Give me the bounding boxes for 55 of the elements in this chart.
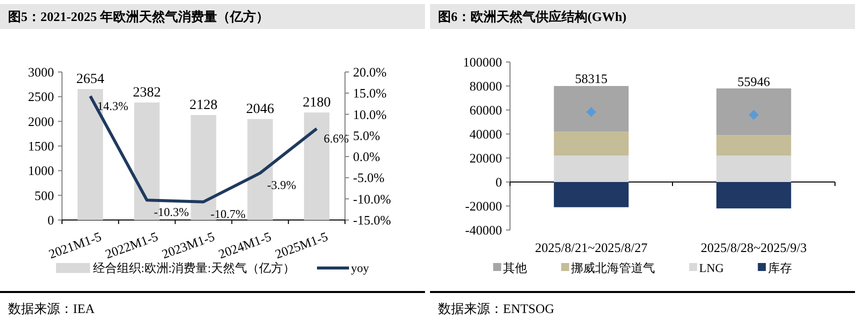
data-label: -3.9%	[267, 178, 296, 192]
y-tick-label: 0	[496, 174, 502, 190]
y-tick-label: 2000	[28, 114, 54, 129]
chart-title: 图6：欧洲天然气供应结构(GWh)	[438, 9, 626, 24]
bar	[716, 156, 792, 182]
chart-title: 图5：2021-2025 年欧洲天然气消费量（亿方）	[8, 9, 270, 24]
y-tick-label: -20000	[465, 198, 502, 214]
bar	[716, 135, 792, 156]
y2-tick-label: 20.0%	[353, 64, 387, 80]
y-tick-label: 2500	[28, 89, 54, 104]
x-tick-label: 2025/8/28~2025/9/3	[700, 240, 807, 255]
bar	[554, 86, 629, 132]
legend-label: yoy	[351, 261, 370, 275]
y2-tick-label: 10.0%	[353, 106, 387, 122]
y2-tick-label: 0.0%	[353, 149, 380, 164]
y2-tick-label: 5.0%	[353, 128, 380, 143]
legend-label: 挪威北海管道气	[571, 261, 656, 275]
y-tick-label: 3000	[28, 64, 54, 80]
legend-label: 其他	[503, 261, 528, 275]
y-tick-label: 1000	[28, 163, 54, 178]
y2-tick-label: -15.0%	[353, 212, 392, 228]
data-label: 2046	[246, 102, 274, 118]
y-tick-label: 500	[34, 188, 54, 203]
y2-tick-label: -10.0%	[353, 191, 392, 206]
legend-label: 经合组织:欧洲:消费量:天然气（亿方）	[92, 261, 296, 275]
data-label: 2382	[132, 85, 161, 100]
data-label: 6.6%	[324, 132, 349, 146]
y-tick-label: -40000	[465, 222, 502, 238]
bar	[554, 132, 629, 156]
y2-tick-label: 15.0%	[353, 86, 387, 101]
data-label: 14.3%	[97, 99, 128, 114]
source-note: 数据来源：IEA	[8, 301, 96, 316]
x-tick-label: 2025/8/21~2025/8/27	[535, 240, 648, 255]
y-tick-label: 80000	[470, 78, 502, 94]
legend-label: LNG	[699, 261, 724, 275]
y-tick-label: 1500	[28, 138, 54, 154]
data-label: 58315	[575, 71, 608, 86]
y-tick-label: 40000	[470, 126, 502, 142]
bar	[716, 182, 792, 208]
y-tick-label: 60000	[470, 102, 502, 118]
y2-tick-label: -5.0%	[353, 170, 385, 186]
source-note: 数据来源：ENTSOG	[438, 301, 554, 316]
data-label: 2654	[76, 72, 104, 88]
bar	[554, 182, 629, 208]
bar	[716, 88, 792, 136]
y-tick-label: 0	[48, 212, 54, 228]
data-label: 2180	[302, 95, 331, 110]
data-label: 55946	[738, 74, 770, 89]
bar	[554, 156, 629, 182]
data-label: -10.3%	[154, 205, 189, 220]
data-label: -10.7%	[210, 206, 246, 221]
legend-label: 库存	[768, 261, 792, 275]
y-tick-label: 100000	[463, 54, 502, 70]
y-tick-label: 20000	[470, 150, 502, 166]
data-label: 2128	[190, 98, 218, 114]
